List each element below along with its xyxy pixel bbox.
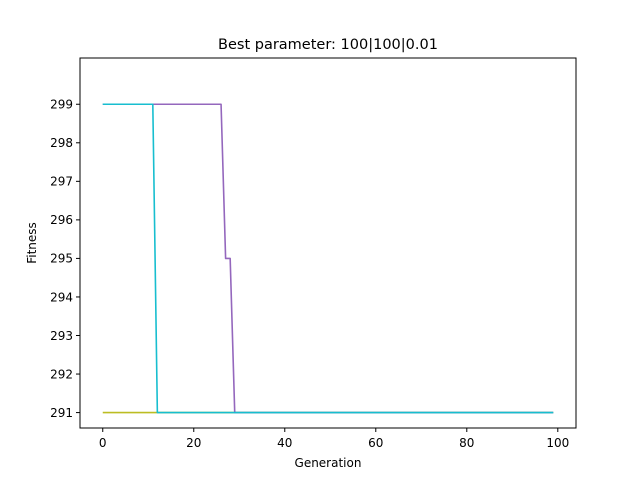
y-tick-label: 298 <box>50 136 73 150</box>
series-layer <box>102 103 554 414</box>
ticks-layer: 0 20 40 60 80 100 291 292 293 294 295 296 297 298 299 <box>50 98 569 450</box>
y-tick-label: 296 <box>50 213 73 227</box>
y-tick-label: 299 <box>50 98 73 112</box>
x-tick-label: 40 <box>277 436 292 450</box>
y-tick-label: 294 <box>50 290 73 304</box>
x-tick-label: 100 <box>546 436 569 450</box>
y-tick-label: 295 <box>50 252 73 266</box>
y-tick-label: 293 <box>50 329 73 343</box>
y-tick-label: 291 <box>50 406 73 420</box>
chart-title: Best parameter: 100|100|0.01 <box>218 37 438 53</box>
x-tick-label: 80 <box>459 436 474 450</box>
y-tick-label: 292 <box>50 367 73 381</box>
series-line-2 <box>102 103 554 414</box>
x-tick-label: 0 <box>99 436 107 450</box>
y-axis-label: Fitness <box>25 222 39 264</box>
x-tick-label: 20 <box>186 436 201 450</box>
y-tick-label: 297 <box>50 175 73 189</box>
series-line-1 <box>102 103 554 414</box>
plot-frame <box>79 57 577 429</box>
x-tick-label: 60 <box>368 436 383 450</box>
x-axis-label: Generation <box>295 456 362 470</box>
